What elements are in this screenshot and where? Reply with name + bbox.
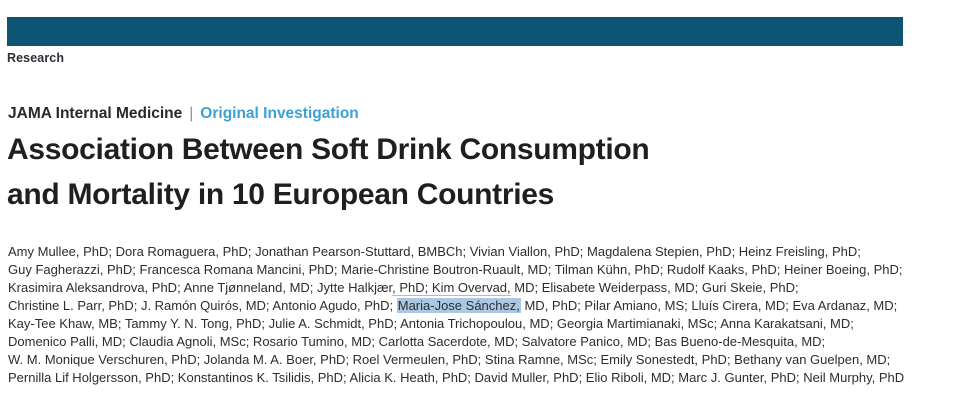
section-label: Research xyxy=(7,51,65,65)
author-line: Kay-Tee Khaw, MB; Tammy Y. N. Tong, PhD;… xyxy=(8,315,948,333)
author-list: Amy Mullee, PhD; Dora Romaguera, PhD; Jo… xyxy=(8,243,948,387)
author-line: Guy Fagherazzi, PhD; Francesca Romana Ma… xyxy=(8,261,948,279)
author-line: Amy Mullee, PhD; Dora Romaguera, PhD; Jo… xyxy=(8,243,948,261)
article-title-line1: Association Between Soft Drink Consumpti… xyxy=(7,133,650,166)
author-text: Amy Mullee, PhD; Dora Romaguera, PhD; Jo… xyxy=(8,244,861,259)
author-line: Pernilla Lif Holgersson, PhD; Konstantin… xyxy=(8,369,948,387)
author-line: Domenico Palli, MD; Claudia Agnoli, MSc;… xyxy=(8,333,948,351)
author-line: W. M. Monique Verschuren, PhD; Jolanda M… xyxy=(8,351,948,369)
author-text: Pernilla Lif Holgersson, PhD; Konstantin… xyxy=(8,370,905,385)
kicker-separator: | xyxy=(189,105,194,122)
author-highlighted-name: Maria-Jose Sánchez, xyxy=(396,298,521,313)
author-underlined-text: , PhD; Kim Overvad, xyxy=(392,280,511,296)
author-text: Krasimira Aleksandrova, PhD; Anne Tjønne… xyxy=(8,280,393,295)
article-title-line2: and Mortality in 10 European Countries xyxy=(7,178,555,211)
masthead-bar xyxy=(7,17,903,46)
author-text: MD; Elisabete Weiderpass, MD; Guri Skeie… xyxy=(510,280,799,295)
author-line: Krasimira Aleksandrova, PhD; Anne Tjønne… xyxy=(8,279,948,297)
article-title: Association Between Soft Drink Consumpti… xyxy=(7,127,650,217)
author-text: W. M. Monique Verschuren, PhD; Jolanda M… xyxy=(8,352,891,367)
journal-name: JAMA Internal Medicine xyxy=(8,105,183,122)
author-text: Domenico Palli, MD; Claudia Agnoli, MSc;… xyxy=(8,334,826,349)
author-line: Christine L. Parr, PhD; J. Ramón Quirós,… xyxy=(8,297,948,315)
article-category: Original Investigation xyxy=(200,105,359,122)
author-text: Christine L. Parr, PhD; J. Ramón Quirós,… xyxy=(8,298,397,313)
author-text: Guy Fagherazzi, PhD; Francesca Romana Ma… xyxy=(8,262,903,277)
journal-kicker: JAMA Internal Medicine | Original Investig… xyxy=(8,105,359,123)
author-text: Kay-Tee Khaw, MB; Tammy Y. N. Tong, PhD;… xyxy=(8,316,854,331)
author-text: MD, PhD; Pilar Amiano, MS; Lluís Cirera,… xyxy=(520,298,898,313)
